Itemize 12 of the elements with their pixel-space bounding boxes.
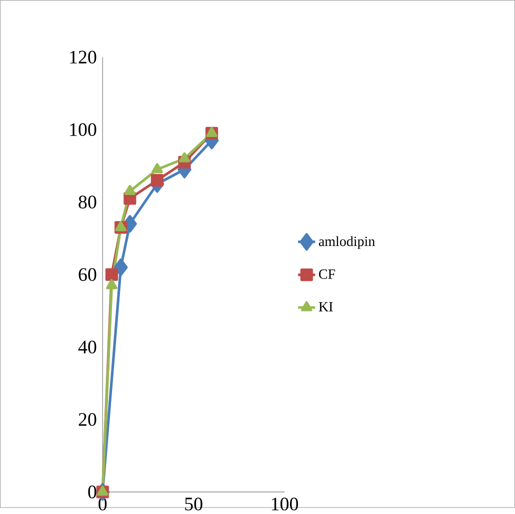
legend-label: CF [319, 270, 336, 279]
y-tick-label: 100 [70, 123, 96, 136]
y-tick-label: 60 [78, 268, 96, 282]
x-tick-label: 50 [185, 498, 202, 511]
x-tick-label: 100 [272, 498, 298, 511]
y-tick-label: 120 [70, 50, 96, 64]
y-tick-label: 20 [78, 413, 96, 426]
y-tick-label: 80 [78, 196, 96, 209]
y-tick-label: 0 [88, 486, 96, 498]
legend-label: KI [318, 302, 333, 312]
y-tick-label: 40 [78, 340, 96, 354]
legend-label: amlodipin [318, 236, 375, 250]
